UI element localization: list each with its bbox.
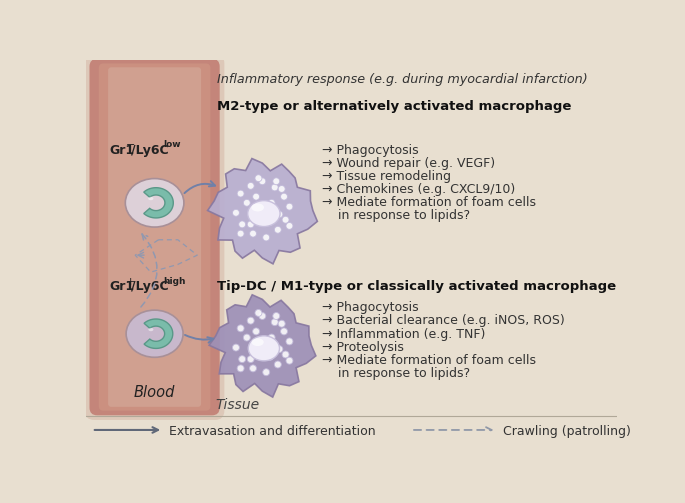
FancyBboxPatch shape [85,54,225,420]
Text: → Mediate formation of foam cells: → Mediate formation of foam cells [322,196,536,209]
Ellipse shape [125,179,184,227]
Circle shape [259,312,266,319]
Circle shape [281,328,288,335]
Polygon shape [144,188,173,218]
Circle shape [238,356,246,363]
Circle shape [286,203,293,210]
Circle shape [282,216,289,223]
Circle shape [282,351,289,358]
Circle shape [255,175,262,182]
Circle shape [243,334,250,341]
Circle shape [266,353,273,360]
Circle shape [247,183,254,189]
Circle shape [286,222,293,229]
Text: /Ly6C: /Ly6C [132,280,169,293]
Circle shape [273,312,279,319]
Circle shape [232,209,240,216]
Text: → Tissue remodeling: → Tissue remodeling [322,170,451,183]
Circle shape [278,320,285,327]
Text: → Bacterial clearance (e.g. iNOS, ROS): → Bacterial clearance (e.g. iNOS, ROS) [322,314,564,327]
Text: low: low [163,140,181,149]
FancyBboxPatch shape [99,63,210,411]
Circle shape [276,211,283,218]
Circle shape [274,361,282,368]
Text: high: high [163,277,186,286]
Circle shape [273,178,279,185]
Circle shape [238,221,246,228]
Circle shape [255,213,262,220]
Ellipse shape [251,339,264,346]
Circle shape [286,357,293,364]
Circle shape [247,317,254,324]
Ellipse shape [248,201,280,226]
Text: → Phagocytosis: → Phagocytosis [322,143,419,156]
Circle shape [266,219,273,225]
Circle shape [268,199,275,206]
Ellipse shape [148,197,153,200]
Circle shape [255,309,262,316]
Text: Gr1: Gr1 [109,143,134,156]
Text: Blood: Blood [134,385,175,400]
Circle shape [249,365,256,372]
Text: M2-type or alternatively activated macrophage: M2-type or alternatively activated macro… [217,101,572,113]
Text: in response to lipids?: in response to lipids? [322,209,470,222]
Text: Inflammatory response (e.g. during myocardial infarction): Inflammatory response (e.g. during myoca… [217,72,588,86]
Circle shape [271,319,278,325]
Circle shape [253,193,260,200]
Circle shape [263,234,270,241]
FancyBboxPatch shape [90,59,220,415]
Circle shape [276,346,283,353]
Circle shape [253,328,260,335]
Text: Tip-DC / M1-type or classically activated macrophage: Tip-DC / M1-type or classically activate… [217,280,616,293]
Circle shape [255,348,262,355]
Ellipse shape [149,328,153,331]
Text: Tissue: Tissue [216,397,260,411]
Text: → Phagocytosis: → Phagocytosis [322,301,419,314]
Circle shape [237,190,244,197]
Circle shape [278,186,285,193]
Text: in response to lipids?: in response to lipids? [322,367,470,380]
FancyBboxPatch shape [108,67,201,407]
Circle shape [243,199,250,206]
Polygon shape [144,319,173,349]
Circle shape [263,205,270,212]
Ellipse shape [126,310,183,357]
Ellipse shape [251,203,264,211]
Circle shape [247,221,254,228]
Text: → Chemokines (e.g. CXCL9/10): → Chemokines (e.g. CXCL9/10) [322,183,515,196]
Text: Crawling (patrolling): Crawling (patrolling) [503,426,630,438]
Text: → Mediate formation of foam cells: → Mediate formation of foam cells [322,354,536,367]
Circle shape [237,365,244,372]
Circle shape [232,344,240,351]
Circle shape [268,334,275,341]
Text: Extravasation and differentiation: Extravasation and differentiation [169,426,376,438]
Text: /Ly6C: /Ly6C [132,143,169,156]
Circle shape [249,230,256,237]
Circle shape [271,184,278,191]
Circle shape [237,230,244,237]
Circle shape [247,356,254,363]
Circle shape [263,369,270,376]
Circle shape [259,178,266,185]
Text: → Proteolysis: → Proteolysis [322,341,404,354]
Circle shape [274,226,282,233]
Circle shape [286,338,293,345]
Circle shape [237,325,244,332]
Circle shape [281,193,288,200]
Text: → Inflammation (e.g. TNF): → Inflammation (e.g. TNF) [322,327,486,341]
Text: Gr1: Gr1 [109,280,134,293]
Text: −: − [126,140,136,150]
Circle shape [263,340,270,347]
Polygon shape [208,158,317,264]
Text: → Wound repair (e.g. VEGF): → Wound repair (e.g. VEGF) [322,156,495,170]
Polygon shape [209,295,316,397]
Text: +: + [126,277,136,287]
Ellipse shape [248,336,279,361]
